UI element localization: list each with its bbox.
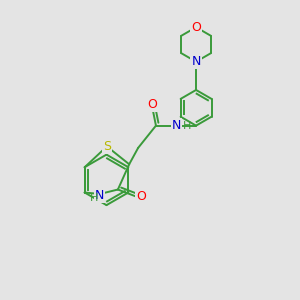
- Text: N: N: [172, 119, 182, 132]
- Text: O: O: [147, 98, 157, 111]
- Text: O: O: [191, 21, 201, 34]
- Text: H: H: [90, 194, 99, 203]
- Text: O: O: [136, 190, 146, 203]
- Text: N: N: [191, 55, 201, 68]
- Text: H: H: [183, 121, 192, 130]
- Text: N: N: [191, 55, 201, 68]
- Text: S: S: [103, 140, 111, 153]
- Text: N: N: [95, 189, 104, 202]
